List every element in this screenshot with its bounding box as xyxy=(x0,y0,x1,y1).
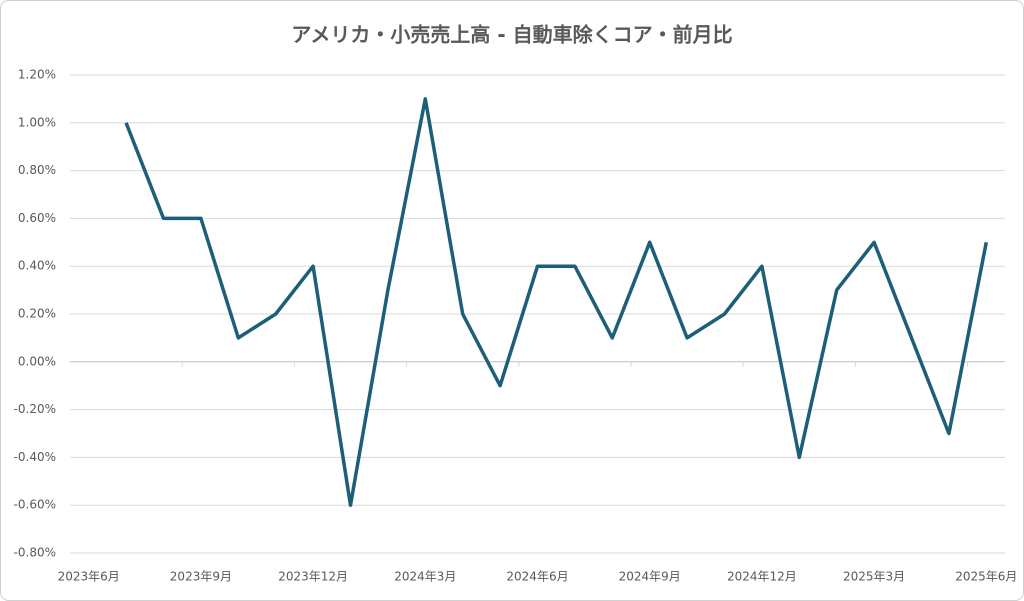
x-tick-label: 2023年6月 xyxy=(58,570,120,584)
y-tick-label: -0.20% xyxy=(14,402,56,416)
x-tick-label: 2024年3月 xyxy=(394,570,456,584)
y-tick-label: 0.80% xyxy=(18,163,56,177)
y-tick-label: 1.20% xyxy=(18,68,56,82)
x-tick-label: 2023年9月 xyxy=(170,570,232,584)
y-tick-label: 0.00% xyxy=(18,354,56,368)
chart-title: アメリカ・小売売上高 - 自動車除くコア・前月比 xyxy=(291,23,732,47)
y-tick-label: -0.80% xyxy=(14,546,56,560)
x-tick-label: 2024年9月 xyxy=(619,570,681,584)
y-tick-label: 0.60% xyxy=(18,211,56,225)
y-tick-label: -0.60% xyxy=(14,498,56,512)
y-tick-label: 1.00% xyxy=(18,115,56,129)
data-line xyxy=(124,97,989,507)
x-tick-label: 2024年6月 xyxy=(506,570,568,584)
y-tick-label: -0.40% xyxy=(14,450,56,464)
x-tick-label: 2025年3月 xyxy=(843,570,905,584)
x-tick-label: 2023年12月 xyxy=(278,570,348,584)
y-tick-label: 0.20% xyxy=(18,307,56,321)
x-tick-label: 2024年12月 xyxy=(727,570,797,584)
y-tick-label: 0.40% xyxy=(18,259,56,273)
x-tick-label: 2025年6月 xyxy=(955,570,1017,584)
